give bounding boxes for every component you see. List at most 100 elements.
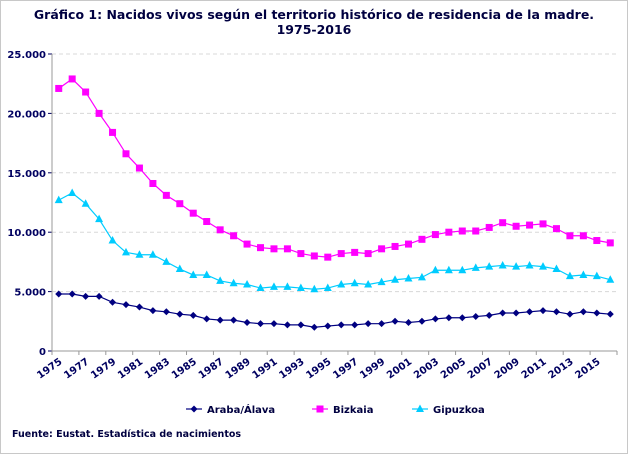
data-point <box>135 250 144 258</box>
data-point <box>270 245 278 253</box>
data-point <box>606 239 614 247</box>
data-point <box>243 240 251 248</box>
chart-subtitle: 1975-2016 <box>276 22 352 37</box>
data-point <box>444 265 453 274</box>
data-point <box>189 311 197 319</box>
legend-item: Gipuzkoa <box>412 404 485 416</box>
data-point <box>297 321 305 329</box>
series-araba-lava <box>55 290 614 331</box>
data-point <box>283 282 292 290</box>
data-point <box>485 223 493 231</box>
data-point <box>431 265 440 274</box>
data-point <box>512 309 520 317</box>
data-point <box>297 250 305 258</box>
data-point <box>256 283 265 292</box>
data-point <box>498 260 507 269</box>
data-point <box>230 316 238 324</box>
data-point <box>593 237 601 245</box>
data-point <box>364 279 373 288</box>
series-bizkaia <box>55 75 614 261</box>
y-tick-label: 5.000 <box>14 288 46 299</box>
legend-label: Gipuzkoa <box>433 405 485 416</box>
data-point <box>418 317 426 325</box>
data-point <box>552 308 560 316</box>
x-tick-label: 1989 <box>224 356 253 381</box>
data-point <box>257 320 265 328</box>
y-tick-label: 0 <box>39 347 46 358</box>
data-point <box>176 310 184 318</box>
data-point <box>472 313 480 321</box>
series-gipuzkoa <box>54 188 615 293</box>
y-tick-label: 25.000 <box>7 50 46 61</box>
series-line <box>58 192 611 290</box>
data-point <box>606 310 614 318</box>
data-point <box>472 227 480 235</box>
data-point <box>95 292 103 300</box>
data-point <box>109 128 117 136</box>
data-point <box>122 150 130 158</box>
chart-title: Gráfico 1: Nacidos vivos según el territ… <box>0 7 628 37</box>
data-point <box>525 260 534 269</box>
x-tick-label: 2013 <box>547 356 576 381</box>
data-point <box>68 75 76 83</box>
data-point <box>552 264 561 273</box>
data-point <box>391 275 400 283</box>
data-point <box>229 278 238 287</box>
data-point <box>230 232 238 240</box>
data-point <box>566 232 574 240</box>
legend-marker <box>316 405 324 413</box>
data-point <box>203 218 211 226</box>
data-point <box>350 278 359 287</box>
data-point <box>216 226 224 234</box>
data-point <box>431 231 439 239</box>
data-point <box>243 279 252 288</box>
data-point <box>566 310 574 318</box>
data-point <box>526 221 534 229</box>
data-point <box>458 314 466 322</box>
data-point <box>216 276 225 284</box>
data-point <box>512 222 520 230</box>
data-point <box>471 263 480 271</box>
x-tick-label: 2005 <box>439 356 468 381</box>
x-tick-label: 2001 <box>385 356 414 381</box>
x-tick-label: 2011 <box>520 356 549 381</box>
data-point <box>378 245 386 253</box>
data-point <box>270 320 278 328</box>
data-point <box>552 225 560 233</box>
y-tick-label: 10.000 <box>7 228 46 239</box>
data-point <box>337 279 346 288</box>
data-point <box>404 240 412 248</box>
data-point <box>499 219 507 227</box>
data-point <box>579 270 588 278</box>
data-point <box>364 250 372 258</box>
data-point <box>109 298 117 306</box>
data-point <box>203 315 211 323</box>
data-point <box>257 244 265 252</box>
x-tick-label: 1997 <box>331 356 360 381</box>
data-point <box>445 314 453 322</box>
data-point <box>499 309 507 317</box>
data-point <box>458 265 467 274</box>
data-point <box>108 236 117 244</box>
data-point <box>565 271 574 280</box>
data-point <box>55 290 63 298</box>
legend-marker <box>190 405 198 413</box>
y-tick-label: 20.000 <box>7 109 46 120</box>
data-point <box>404 274 413 282</box>
data-point <box>68 188 77 196</box>
data-point <box>54 195 63 204</box>
data-point <box>391 242 399 250</box>
legend-item: Bizkaia <box>312 405 373 416</box>
legend-label: Bizkaia <box>333 405 373 416</box>
data-point <box>539 220 547 228</box>
data-point <box>189 209 197 217</box>
data-point <box>176 200 184 208</box>
data-point <box>216 316 224 324</box>
data-point <box>283 245 291 253</box>
x-tick-label: 1999 <box>358 356 387 381</box>
data-point <box>351 248 359 256</box>
data-point <box>351 321 359 329</box>
data-point <box>592 271 601 280</box>
data-point <box>526 308 534 316</box>
